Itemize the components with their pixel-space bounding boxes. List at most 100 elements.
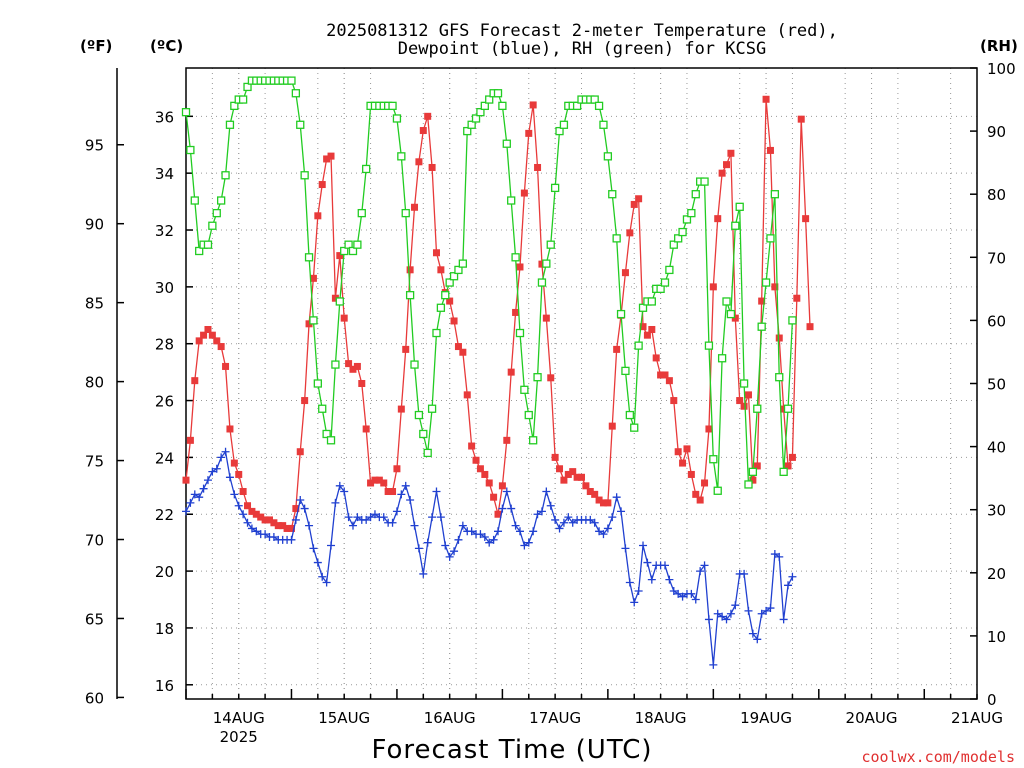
x-axis-label: Forecast Time (UTC): [371, 735, 652, 765]
temperature-point: [630, 200, 638, 208]
temperature-point: [384, 488, 392, 496]
temperature-line: [185, 99, 811, 530]
rh-point: [682, 215, 692, 224]
rh-point: [744, 480, 753, 489]
temperature-point: [643, 331, 651, 339]
rh-point: [449, 272, 459, 281]
temperature-point: [406, 266, 414, 274]
rh-point: [502, 139, 511, 148]
dewpoint-point: [612, 493, 621, 502]
temperature-point: [569, 468, 577, 476]
rh-point: [392, 114, 402, 123]
x-tick-label: 20AUG: [846, 709, 898, 727]
rh-point: [181, 108, 191, 117]
dewpoint-point: [327, 541, 336, 550]
rh-point: [603, 152, 613, 161]
rh-tick-label: 0: [987, 691, 997, 709]
temperature-point: [582, 482, 590, 490]
temperature-point: [323, 155, 331, 163]
dewpoint-point: [217, 453, 226, 462]
rh-point: [599, 120, 608, 129]
rh-point: [722, 297, 731, 306]
rh-unit-label: (RH): [980, 37, 1018, 55]
dewpoint-point: [186, 498, 195, 507]
x-tick-label: 19AUG: [740, 709, 792, 727]
dewpoint-point: [392, 507, 401, 516]
rh-point: [296, 120, 305, 129]
rh-tick-label: 10: [987, 628, 1006, 646]
rh-point: [445, 278, 454, 287]
temperature-point: [578, 473, 585, 481]
temperature-point: [472, 456, 480, 464]
temperature-point: [797, 115, 805, 123]
dewpoint-point: [559, 518, 568, 527]
rh-point: [753, 404, 762, 413]
temperature-point: [226, 425, 234, 433]
rh-point: [309, 316, 318, 325]
fahrenheit-unit-label: (ºF): [80, 37, 112, 55]
celsius-tick-label: 16: [155, 677, 174, 695]
temperature-point: [345, 360, 353, 368]
temperature-point: [270, 519, 278, 527]
dewpoint-point: [502, 487, 511, 496]
fahrenheit-tick-label: 65: [85, 610, 104, 628]
dewpoint-point: [546, 501, 555, 510]
series-group: [181, 76, 814, 669]
celsius-tick-label: 32: [155, 222, 174, 240]
rh-point: [423, 448, 432, 458]
temperature-point: [182, 476, 190, 484]
x-tick-label: 18AUG: [635, 709, 687, 727]
temperature-point: [239, 488, 247, 496]
temperature-point: [336, 252, 344, 260]
dewpoint-point: [489, 535, 498, 544]
temperature-point: [538, 260, 546, 268]
temperature-point: [758, 297, 766, 305]
dewpoint-point: [305, 521, 314, 530]
dewpoint-point: [182, 507, 190, 516]
rh-point: [190, 196, 199, 205]
rh-point: [476, 108, 485, 117]
temperature-point: [731, 314, 739, 322]
rh-point: [195, 246, 204, 256]
temperature-point: [309, 274, 317, 282]
dewpoint-point: [406, 496, 415, 505]
x-tick-label: 15AUG: [318, 709, 370, 727]
dewpoint-point: [775, 552, 784, 561]
rh-point: [419, 429, 428, 439]
rh-point: [212, 208, 221, 218]
dewpoint-point: [480, 532, 489, 541]
temperature-point: [753, 462, 761, 470]
dewpoint-point: [647, 575, 656, 584]
dewpoint-point: [247, 524, 256, 533]
temperature-point: [727, 149, 735, 157]
temperature-point: [235, 470, 243, 478]
dewpoint-point: [261, 530, 270, 539]
dewpoint-point: [718, 612, 727, 621]
dewpoint-point: [678, 592, 687, 601]
temperature-point: [296, 448, 304, 456]
rh-point: [515, 328, 525, 338]
rh-point: [471, 114, 481, 123]
temperature-point: [586, 488, 594, 496]
temperature-point: [709, 283, 717, 291]
rh-point: [432, 328, 441, 338]
celsius-tick-label: 24: [155, 449, 174, 467]
temperature-point: [411, 203, 419, 211]
temperature-point: [358, 380, 366, 387]
temperature-point: [766, 146, 774, 154]
temperature-point: [279, 522, 287, 530]
dewpoint-point: [291, 515, 300, 524]
rh-point: [238, 95, 248, 104]
celsius-tick-label: 28: [155, 336, 174, 354]
dewpoint-point: [498, 504, 507, 513]
rh-point: [335, 297, 344, 306]
temperature-point: [674, 448, 682, 456]
dewpoint-point: [529, 527, 538, 536]
dewpoint-point: [617, 507, 626, 516]
rh-point: [304, 253, 314, 262]
temperature-point: [371, 476, 379, 484]
temperature-point: [186, 436, 194, 444]
temperature-point: [375, 476, 383, 484]
dewpoint-point: [203, 476, 212, 485]
dewpoint-point: [445, 552, 454, 561]
